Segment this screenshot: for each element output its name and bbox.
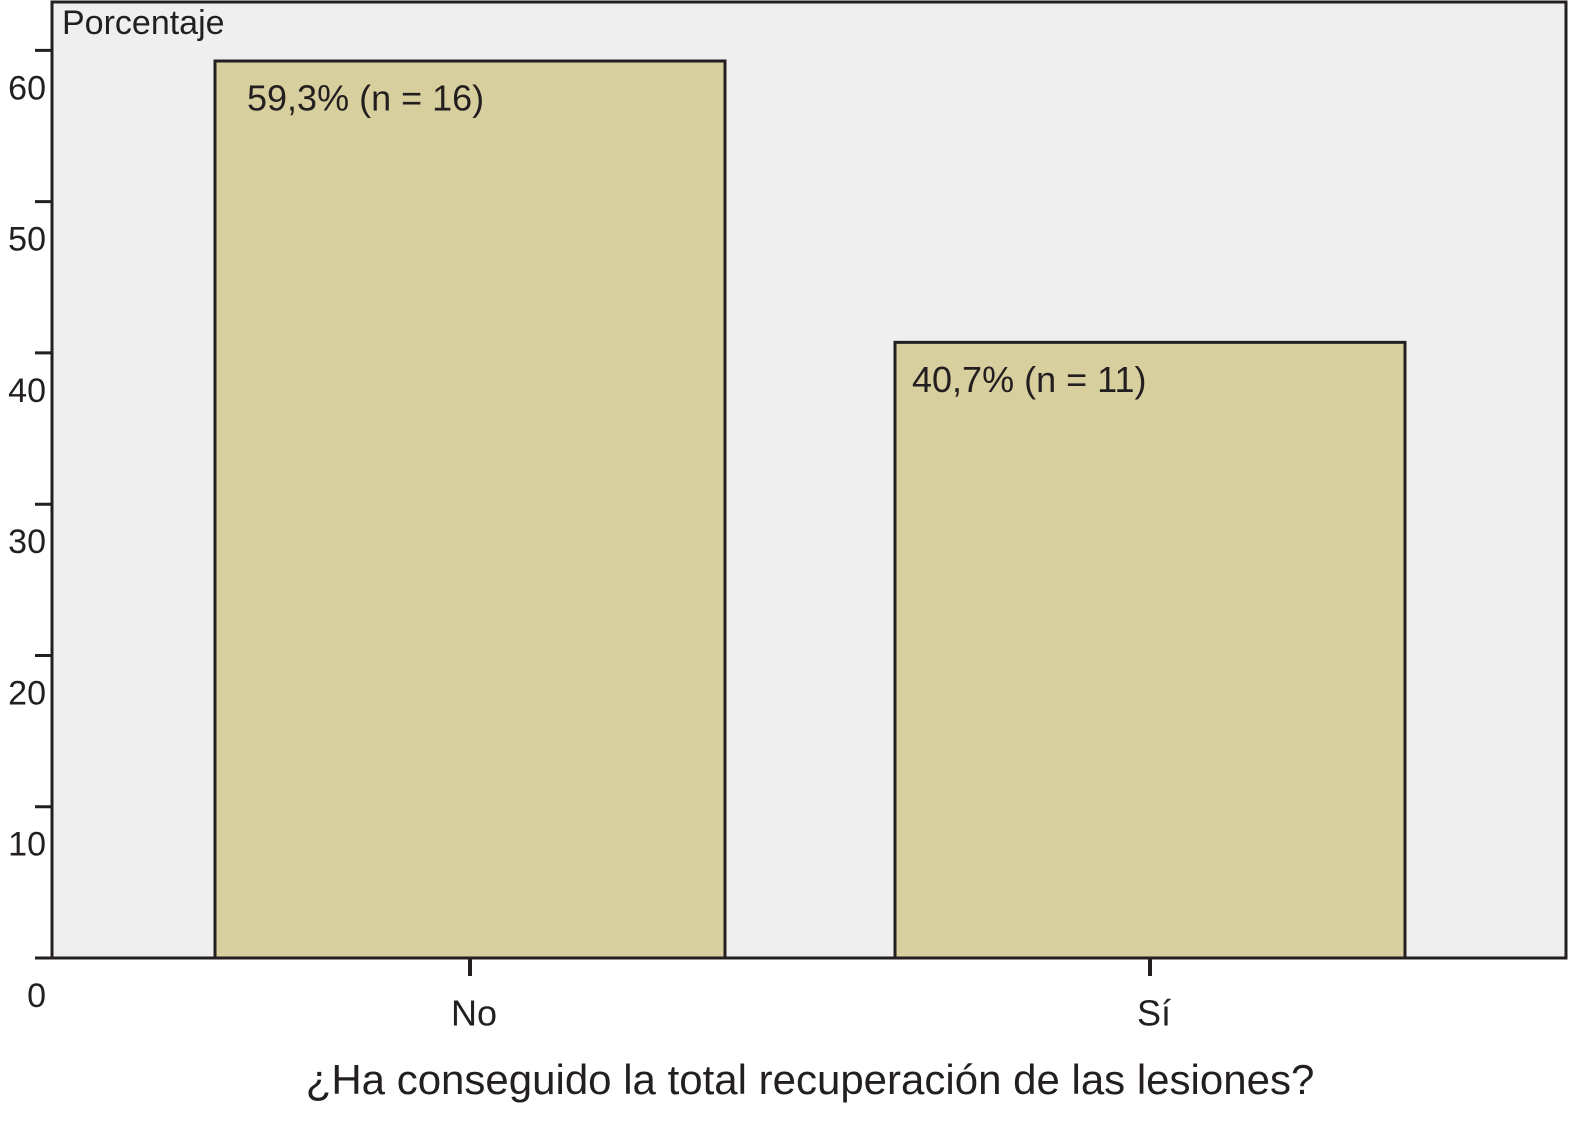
value-label: 59,3% (n = 16) xyxy=(247,78,484,119)
x-axis-title: ¿Ha conseguido la total recuperación de … xyxy=(306,1056,1315,1103)
y-tick-label: 60 xyxy=(8,69,46,107)
y-axis-title: Porcentaje xyxy=(62,4,225,42)
value-label: 40,7% (n = 11) xyxy=(912,359,1146,400)
y-tick-label: 50 xyxy=(8,221,46,259)
x-tick-label: Sí xyxy=(1137,993,1171,1034)
bar xyxy=(893,340,1407,960)
bar xyxy=(213,59,727,960)
y-tick-label: 10 xyxy=(8,826,46,864)
y-tick-label: 30 xyxy=(8,523,46,561)
y-tick-label: 20 xyxy=(8,674,46,712)
y-tick-label: 0 xyxy=(27,977,46,1015)
y-tick-label: 40 xyxy=(8,372,46,410)
x-tick-label: No xyxy=(451,993,497,1034)
